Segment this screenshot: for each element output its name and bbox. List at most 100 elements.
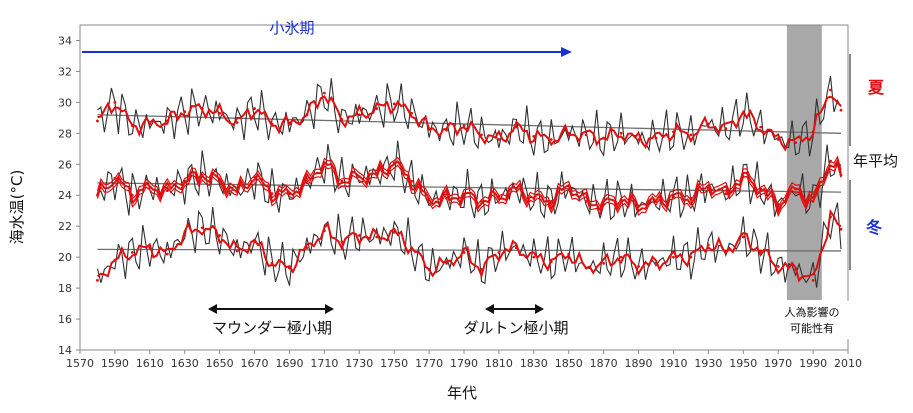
data-point bbox=[829, 88, 832, 92]
data-point bbox=[532, 255, 536, 259]
data-point bbox=[427, 268, 431, 271]
data-point bbox=[357, 234, 361, 237]
data-point bbox=[218, 179, 222, 183]
data-point bbox=[427, 198, 431, 202]
data-point bbox=[567, 131, 571, 135]
data-point bbox=[218, 234, 222, 237]
data-point bbox=[165, 252, 169, 256]
y-tick-label: 16 bbox=[58, 313, 72, 326]
y-tick-label: 30 bbox=[58, 96, 72, 109]
data-point bbox=[148, 246, 152, 250]
data-point bbox=[839, 173, 843, 177]
data-point bbox=[776, 138, 780, 141]
summer-label: 夏 bbox=[867, 78, 885, 97]
human-influence-label-bg bbox=[775, 301, 849, 339]
y-tick-label: 18 bbox=[58, 282, 72, 295]
data-point bbox=[340, 240, 344, 244]
data-point bbox=[829, 215, 832, 219]
data-point bbox=[602, 261, 606, 265]
data-point bbox=[829, 159, 832, 163]
x-tick-label: 1810 bbox=[485, 357, 513, 370]
data-point bbox=[235, 190, 239, 194]
smoothed-line bbox=[96, 208, 842, 283]
data-point bbox=[567, 184, 571, 188]
data-point bbox=[410, 246, 414, 250]
data-point bbox=[375, 235, 379, 239]
data-point bbox=[514, 187, 518, 191]
data-point bbox=[811, 130, 815, 134]
data-point bbox=[549, 200, 553, 203]
data-point bbox=[392, 161, 396, 165]
data-point bbox=[672, 130, 675, 134]
smoothed-line bbox=[96, 158, 842, 215]
dalton-arrowhead-left bbox=[485, 304, 494, 314]
data-point bbox=[340, 118, 344, 121]
data-point bbox=[305, 181, 309, 185]
smoothed-line bbox=[96, 155, 842, 210]
data-point bbox=[724, 192, 728, 196]
maunder-label: マウンダー極小期 bbox=[212, 319, 332, 337]
data-point bbox=[253, 240, 256, 244]
data-point bbox=[445, 196, 448, 200]
x-tick-label: 1950 bbox=[729, 357, 757, 370]
human-influence-label-line1: 人為影響の bbox=[785, 305, 840, 319]
data-point bbox=[165, 119, 169, 123]
little-ice-age-arrowhead bbox=[561, 47, 572, 57]
data-point bbox=[200, 107, 204, 110]
y-tick-label: 14 bbox=[58, 344, 72, 357]
data-point bbox=[637, 138, 640, 141]
data-point bbox=[462, 193, 466, 197]
data-point bbox=[514, 246, 518, 250]
y-tick-label: 28 bbox=[58, 127, 72, 140]
data-point bbox=[96, 278, 99, 282]
data-point bbox=[759, 187, 763, 191]
data-point bbox=[532, 135, 536, 138]
data-point bbox=[130, 251, 134, 254]
x-tick-label: 1970 bbox=[764, 357, 792, 370]
y-tick-label: 34 bbox=[58, 34, 72, 47]
x-tick-label: 1670 bbox=[241, 357, 269, 370]
raw-line bbox=[96, 202, 842, 288]
x-tick-label: 1690 bbox=[275, 357, 303, 370]
data-point bbox=[113, 258, 117, 262]
data-point bbox=[392, 102, 396, 106]
human-influence-band bbox=[786, 25, 822, 300]
smoothed-line bbox=[96, 163, 842, 218]
data-point bbox=[619, 255, 623, 259]
data-point bbox=[497, 251, 501, 254]
x-axis: 1570 1590 1610 1630 1650 1670 1690 1710 1730 1750… bbox=[66, 350, 862, 370]
x-tick-label: 1630 bbox=[171, 357, 199, 370]
data-point bbox=[427, 127, 431, 131]
data-point bbox=[602, 136, 606, 140]
data-point bbox=[741, 111, 745, 115]
data-point bbox=[322, 229, 326, 233]
x-tick-label: 2010 bbox=[834, 357, 862, 370]
data-point bbox=[706, 184, 710, 188]
data-point bbox=[305, 113, 309, 117]
data-point bbox=[130, 193, 134, 197]
data-point bbox=[253, 175, 256, 179]
data-point bbox=[724, 249, 728, 253]
dalton-label: ダルトン極小期 bbox=[463, 319, 568, 337]
little-ice-age-label: 小氷期 bbox=[269, 19, 314, 37]
data-point bbox=[270, 192, 274, 196]
y-tick-label: 22 bbox=[58, 220, 72, 233]
data-point bbox=[637, 265, 640, 268]
trend-line bbox=[97, 248, 842, 252]
x-tick-label: 1650 bbox=[206, 357, 234, 370]
data-point bbox=[672, 195, 675, 199]
data-point bbox=[96, 193, 99, 197]
y-axis: 14 16 18 20 22 24 26 28 30 32 34 bbox=[58, 34, 80, 357]
data-point bbox=[480, 200, 483, 203]
y-axis-title: 海水温(°C) bbox=[8, 170, 26, 245]
data-point bbox=[811, 200, 815, 203]
data-point bbox=[839, 108, 843, 112]
y-tick-label: 32 bbox=[58, 65, 72, 78]
data-point bbox=[584, 133, 588, 137]
raw-line bbox=[97, 75, 842, 158]
data-point bbox=[619, 198, 623, 202]
data-point bbox=[148, 122, 152, 126]
data-point bbox=[794, 187, 798, 191]
data-point bbox=[288, 192, 291, 196]
